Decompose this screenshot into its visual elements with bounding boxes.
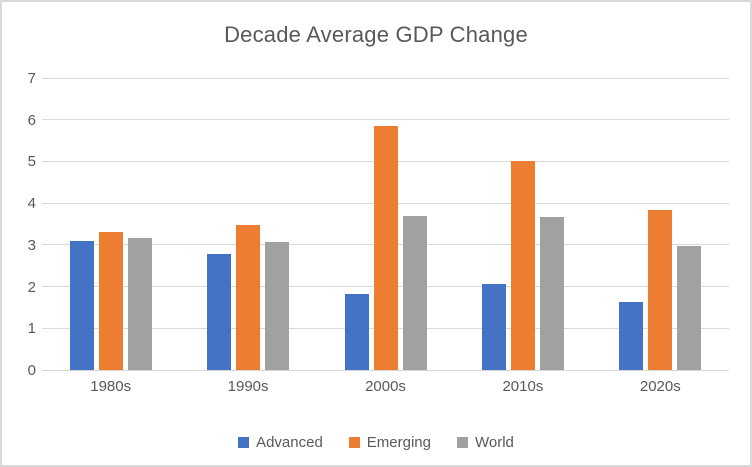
y-axis-tick-label: 4 bbox=[27, 195, 36, 213]
y-axis-tick-label: 0 bbox=[27, 362, 36, 379]
legend-item-emerging: Emerging bbox=[348, 434, 431, 451]
bar-emerging-2010s bbox=[510, 161, 535, 370]
plot-area: 0 1 2 3 4 5 6 7 1980s 1990s 2000s 2010s 2020s bbox=[28, 71, 729, 395]
legend-swatch-world bbox=[457, 437, 468, 448]
bar-emerging-1990s bbox=[236, 224, 261, 370]
x-axis-category-label-1980s: 1980s bbox=[90, 378, 132, 395]
x-axis-category-label-2020s: 2020s bbox=[639, 378, 681, 395]
bar-world-2020s bbox=[677, 245, 702, 370]
bar-advanced-1980s bbox=[69, 240, 94, 370]
y-axis-tick-label: 2 bbox=[27, 278, 36, 296]
gridline-y-0 bbox=[42, 369, 729, 371]
bar-advanced-2000s bbox=[344, 294, 369, 370]
bar-advanced-2020s bbox=[619, 302, 644, 370]
bar-advanced-1990s bbox=[207, 254, 232, 370]
bar-emerging-2000s bbox=[373, 125, 398, 370]
bar-world-1990s bbox=[265, 241, 290, 370]
x-axis-category-label-1990s: 1990s bbox=[227, 378, 269, 395]
bar-world-1980s bbox=[127, 237, 152, 370]
legend-label-advanced: Advanced bbox=[256, 434, 323, 451]
bar-advanced-2010s bbox=[481, 284, 506, 370]
legend-swatch-emerging bbox=[348, 437, 360, 448]
y-axis-tick-label: 5 bbox=[27, 153, 36, 171]
legend-swatch-advanced bbox=[238, 437, 250, 448]
gridline-y-7 bbox=[42, 77, 729, 79]
legend-item-world: World bbox=[457, 434, 514, 451]
y-axis-tick-label: 1 bbox=[27, 320, 36, 338]
bar-emerging-1980s bbox=[98, 232, 123, 370]
chart-title: Decade Average GDP Change bbox=[224, 22, 528, 47]
y-axis-tick-label: 7 bbox=[27, 70, 36, 87]
x-axis-category-label-2010s: 2010s bbox=[502, 378, 544, 395]
legend-item-advanced: Advanced bbox=[238, 434, 323, 451]
bar-world-2000s bbox=[402, 215, 427, 370]
bar-world-2010s bbox=[539, 217, 564, 370]
legend: Advanced Emerging World bbox=[2, 434, 750, 451]
gridline-y-6 bbox=[42, 119, 729, 121]
y-axis-tick-label: 6 bbox=[27, 111, 36, 129]
bar-emerging-2020s bbox=[648, 210, 673, 370]
x-axis-category-label-2000s: 2000s bbox=[365, 378, 406, 395]
y-axis-tick-label: 3 bbox=[27, 236, 36, 254]
legend-label-world: World bbox=[475, 434, 514, 451]
legend-label-emerging: Emerging bbox=[366, 434, 431, 451]
